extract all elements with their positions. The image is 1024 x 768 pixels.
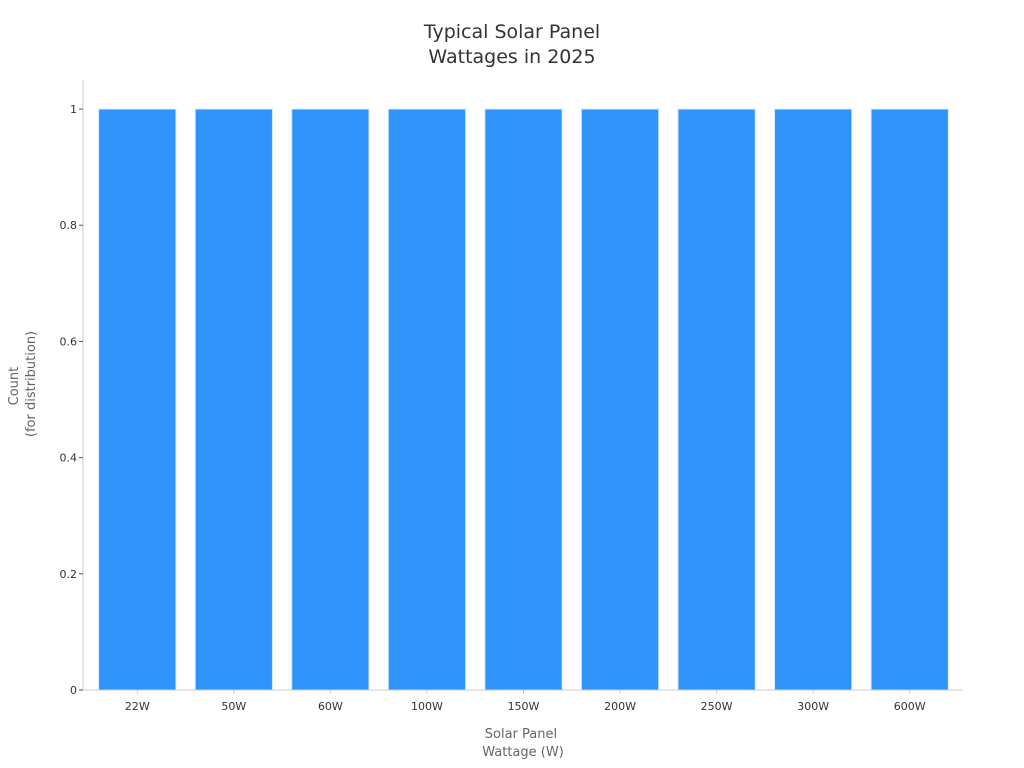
y-axis-title: Count (for distribution)	[7, 331, 39, 437]
bar-100W	[387, 108, 467, 691]
chart-title-line-1: Typical Solar Panel	[423, 21, 601, 43]
x-tick-label: 250W	[701, 700, 733, 713]
y-axis-title-line-1: Count	[7, 367, 22, 406]
y-tick-label: 0.8	[60, 219, 78, 232]
bar-250W	[677, 108, 756, 691]
x-tick-label: 50W	[221, 700, 246, 713]
y-tick-label: 0.6	[60, 335, 78, 348]
y-axis-ticks: 0 0.2 0.4 0.6 0.8 1	[60, 103, 83, 697]
x-tick-label: 150W	[508, 700, 540, 713]
y-tick-label: 0.4	[60, 452, 78, 465]
bar-60W	[291, 108, 370, 691]
y-tick-label: 0.2	[60, 568, 78, 581]
bar-150W	[484, 108, 563, 691]
y-axis-title-line-2: (for distribution)	[24, 331, 39, 437]
x-axis-title-line-1: Solar Panel	[485, 727, 557, 742]
chart-title: Typical Solar Panel Wattages in 2025	[0, 20, 1024, 70]
bar-200W	[580, 108, 660, 691]
y-tick-label: 1	[70, 103, 77, 116]
x-tick-label: 22W	[125, 700, 150, 713]
x-axis-title: Solar Panel Wattage (W)	[482, 727, 564, 760]
x-tick-label: 100W	[411, 700, 443, 713]
x-tick-label: 60W	[318, 700, 343, 713]
chart-title-line-2: Wattages in 2025	[428, 46, 596, 68]
bar-600W	[870, 108, 949, 691]
x-axis-title-line-2: Wattage (W)	[482, 745, 564, 760]
bars-group	[98, 108, 949, 691]
x-tick-label: 200W	[604, 700, 636, 713]
bar-300W	[774, 108, 853, 691]
bar-50W	[194, 108, 273, 691]
x-axis-ticks: 22W 50W 60W 100W 150W 200W 250W 300W 600W	[125, 690, 926, 713]
x-tick-label: 300W	[797, 700, 829, 713]
x-tick-label: 600W	[894, 700, 926, 713]
y-tick-label: 0	[70, 684, 77, 697]
bar-22W	[98, 108, 177, 691]
